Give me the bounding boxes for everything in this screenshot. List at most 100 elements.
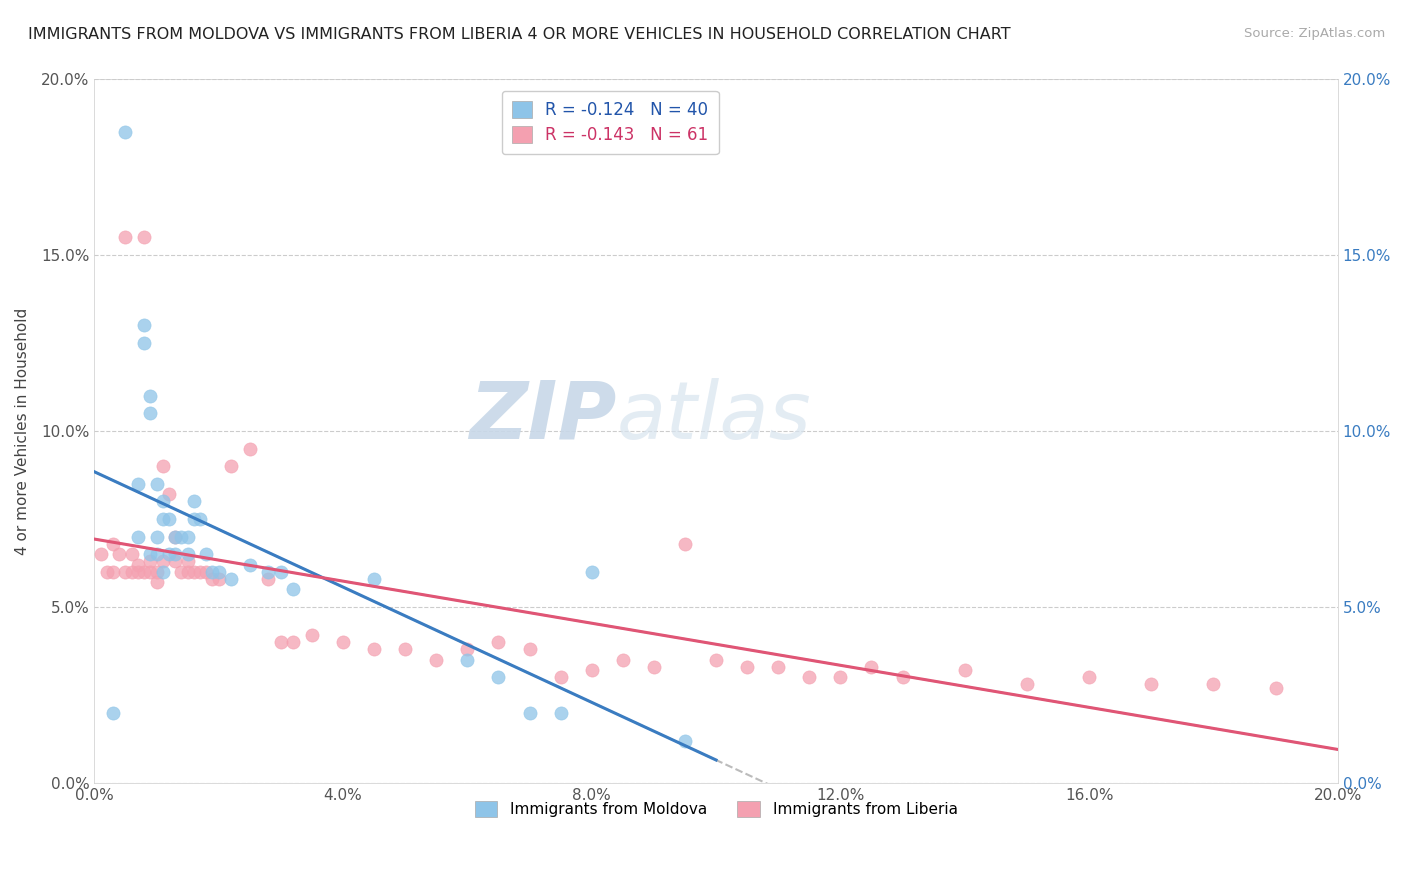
Point [581, 664, 603, 678]
Point [145, 565, 167, 579]
Point [239, 558, 262, 572]
Point [145, 547, 167, 561]
Point [139, 547, 162, 561]
Point [673, 536, 696, 550]
Point [127, 476, 149, 491]
Point [1140, 677, 1163, 691]
Point [456, 642, 478, 657]
Point [145, 530, 167, 544]
Legend: Immigrants from Moldova, Immigrants from Liberia: Immigrants from Moldova, Immigrants from… [467, 793, 966, 825]
Point [176, 565, 198, 579]
Point [165, 530, 187, 544]
Point [208, 572, 231, 586]
Point [157, 512, 180, 526]
Point [270, 635, 292, 649]
Point [1264, 681, 1286, 695]
Point [673, 733, 696, 747]
Point [257, 565, 280, 579]
Point [488, 635, 510, 649]
Point [195, 547, 218, 561]
Point [1078, 670, 1101, 684]
Point [132, 230, 155, 244]
Point [121, 547, 143, 561]
Y-axis label: 4 or more Vehicles in Household: 4 or more Vehicles in Household [15, 308, 30, 555]
Point [363, 572, 385, 586]
Point [96, 565, 118, 579]
Point [283, 635, 305, 649]
Point [363, 642, 385, 657]
Point [114, 230, 136, 244]
Point [157, 547, 180, 561]
Text: IMMIGRANTS FROM MOLDOVA VS IMMIGRANTS FROM LIBERIA 4 OR MORE VEHICLES IN HOUSEHO: IMMIGRANTS FROM MOLDOVA VS IMMIGRANTS FR… [28, 27, 1011, 42]
Point [176, 554, 198, 568]
Point [101, 536, 124, 550]
Point [139, 554, 162, 568]
Point [257, 572, 280, 586]
Point [90, 547, 112, 561]
Point [152, 565, 174, 579]
Point [152, 512, 174, 526]
Point [239, 442, 262, 456]
Point [132, 318, 155, 333]
Point [176, 530, 198, 544]
Point [176, 547, 198, 561]
Point [127, 558, 149, 572]
Point [139, 406, 162, 420]
Point [201, 572, 224, 586]
Point [283, 582, 305, 597]
Point [170, 565, 193, 579]
Point [132, 336, 155, 351]
Point [519, 642, 541, 657]
Point [270, 565, 292, 579]
Point [152, 459, 174, 474]
Point [127, 530, 149, 544]
Point [488, 670, 510, 684]
Point [830, 670, 852, 684]
Point [735, 660, 758, 674]
Point [799, 670, 821, 684]
Point [195, 565, 218, 579]
Point [394, 642, 416, 657]
Point [1015, 677, 1038, 691]
Point [108, 547, 131, 561]
Point [332, 635, 354, 649]
Point [165, 530, 187, 544]
Point [157, 487, 180, 501]
Point [550, 670, 572, 684]
Point [121, 565, 143, 579]
Point [704, 653, 727, 667]
Text: Source: ZipAtlas.com: Source: ZipAtlas.com [1244, 27, 1385, 40]
Point [768, 660, 790, 674]
Text: atlas: atlas [617, 378, 811, 456]
Point [891, 670, 914, 684]
Point [114, 565, 136, 579]
Point [188, 512, 211, 526]
Point [139, 389, 162, 403]
Point [183, 512, 205, 526]
Point [550, 706, 572, 720]
Point [183, 494, 205, 508]
Point [1202, 677, 1225, 691]
Point [183, 565, 205, 579]
Point [145, 476, 167, 491]
Point [127, 565, 149, 579]
Text: ZIP: ZIP [470, 378, 617, 456]
Point [201, 565, 224, 579]
Point [188, 565, 211, 579]
Point [643, 660, 665, 674]
Point [132, 565, 155, 579]
Point [101, 565, 124, 579]
Point [953, 664, 976, 678]
Point [139, 565, 162, 579]
Point [860, 660, 883, 674]
Point [152, 494, 174, 508]
Point [219, 572, 242, 586]
Point [301, 628, 323, 642]
Point [170, 530, 193, 544]
Point [145, 575, 167, 590]
Point [101, 706, 124, 720]
Point [519, 706, 541, 720]
Point [219, 459, 242, 474]
Point [165, 554, 187, 568]
Point [165, 547, 187, 561]
